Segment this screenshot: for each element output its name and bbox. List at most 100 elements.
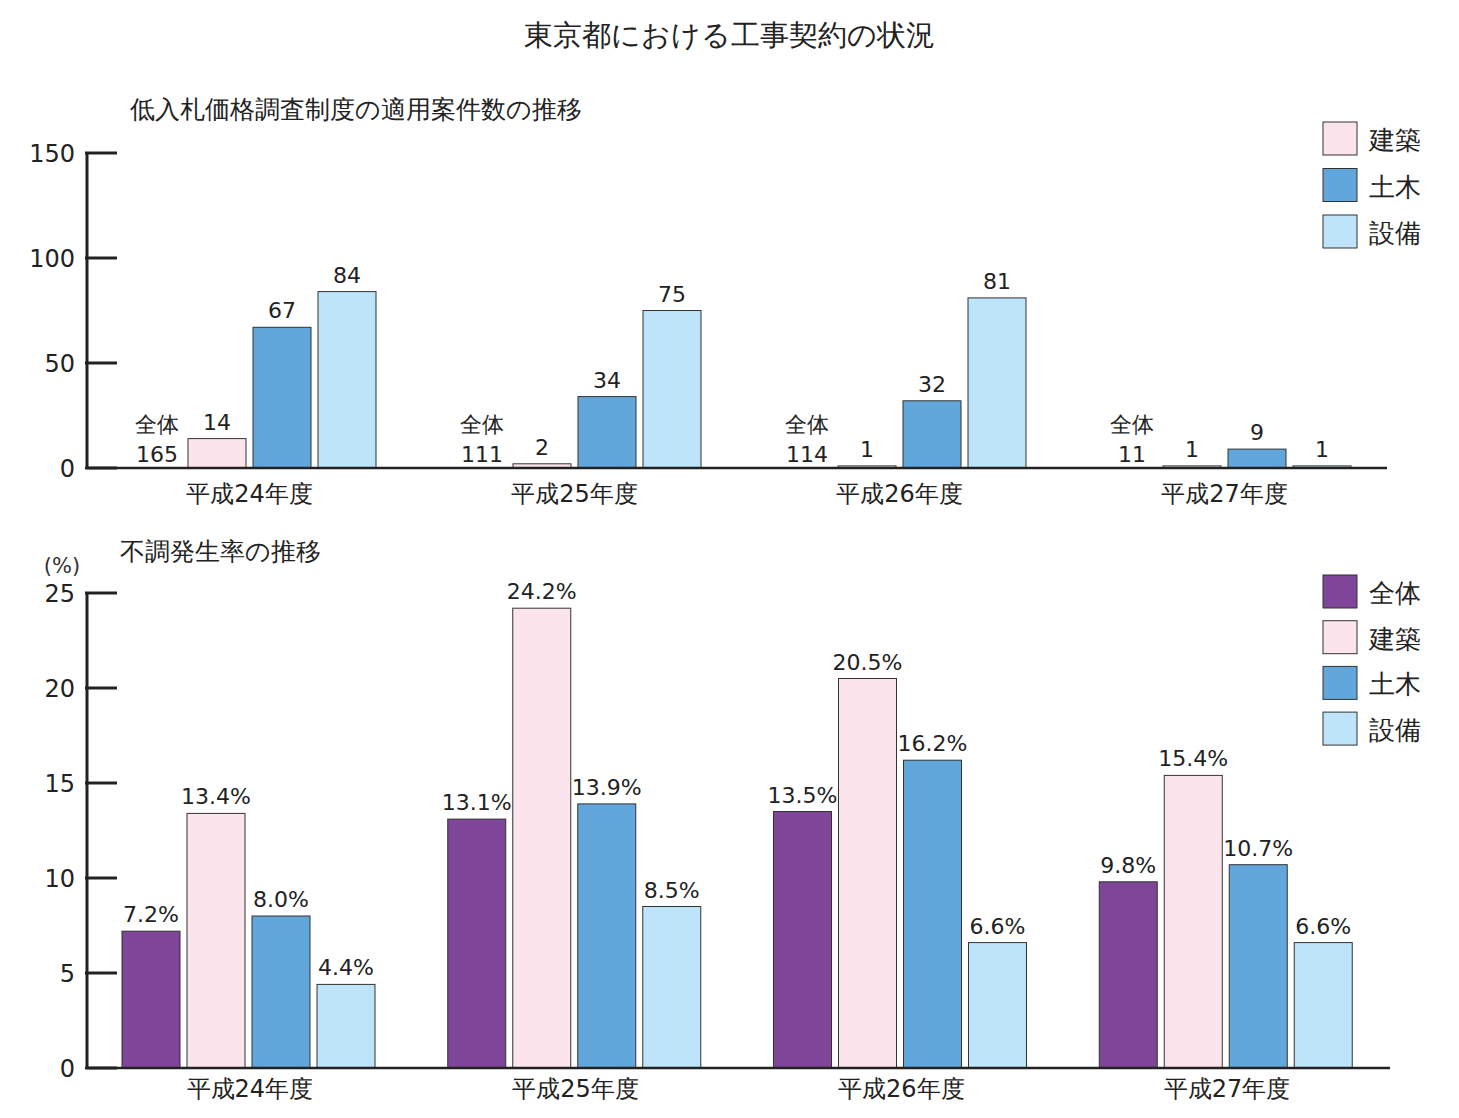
main-title: 東京都における工事契約の状況	[524, 18, 935, 52]
data-label: 10.7%	[1223, 836, 1293, 861]
data-label: 1	[1315, 437, 1329, 462]
bar	[774, 812, 832, 1069]
chart-title: 不調発生率の推移	[120, 537, 321, 566]
y-tick-label: 100	[29, 245, 75, 273]
y-tick	[85, 152, 117, 155]
legend-label: 土木	[1369, 669, 1421, 699]
data-label: 9.8%	[1100, 853, 1156, 878]
legend-label: 全体	[1369, 578, 1421, 608]
x-tick-label: 平成24年度	[186, 480, 313, 508]
legend: 全体建築土木設備	[1323, 575, 1421, 745]
data-label: 16.2%	[898, 731, 968, 756]
data-label: 67	[268, 298, 296, 323]
data-label: 15.4%	[1158, 746, 1228, 771]
y-axis-label: (%)	[44, 554, 80, 578]
data-label: 32	[918, 372, 946, 397]
y-tick-label: 0	[60, 455, 75, 483]
total-value: 165	[136, 442, 178, 467]
y-tick-label: 150	[29, 140, 75, 168]
data-label: 81	[983, 269, 1011, 294]
y-tick	[85, 972, 117, 975]
axes: 050100150平成24年度平成25年度平成26年度平成27年度	[29, 140, 1387, 508]
y-tick	[85, 467, 117, 470]
data-label: 1	[1185, 437, 1199, 462]
data-label: 1	[860, 437, 874, 462]
data-label: 34	[593, 368, 621, 393]
x-tick-label: 平成26年度	[838, 1075, 965, 1103]
x-axis-line	[87, 1067, 1390, 1070]
legend-label: 設備	[1369, 715, 1421, 745]
chart-title: 低入札価格調査制度の適用案件数の推移	[130, 95, 582, 124]
y-tick	[85, 362, 117, 365]
total-label: 全体	[460, 412, 504, 437]
total-label: 全体	[785, 412, 829, 437]
data-labels: 1421167343298475811全体165全体111全体114全体11	[135, 263, 1329, 467]
data-label: 13.9%	[572, 775, 642, 800]
y-tick-label: 0	[60, 1055, 75, 1083]
x-tick-label: 平成24年度	[187, 1075, 314, 1103]
data-label: 13.1%	[442, 790, 512, 815]
y-tick	[85, 592, 117, 595]
data-label: 13.5%	[768, 783, 838, 808]
data-label: 8.0%	[253, 887, 309, 912]
legend: 建築土木設備	[1323, 122, 1421, 248]
legend-swatch	[1323, 666, 1357, 699]
bar	[904, 760, 962, 1068]
data-label: 24.2%	[507, 579, 577, 604]
total-label: 全体	[135, 412, 179, 437]
data-label: 7.2%	[123, 902, 179, 927]
legend-label: 土木	[1369, 172, 1421, 202]
data-label: 14	[203, 410, 231, 435]
data-label: 6.6%	[1295, 914, 1351, 939]
data-label: 6.6%	[970, 914, 1026, 939]
axes: 0510152025平成24年度平成25年度平成26年度平成27年度	[44, 580, 1390, 1103]
legend-swatch	[1323, 169, 1357, 202]
legend-swatch	[1323, 621, 1357, 654]
total-value: 114	[786, 442, 828, 467]
legend-label: 建築	[1368, 624, 1421, 654]
bar	[1294, 943, 1352, 1068]
bar	[968, 298, 1026, 468]
page: 東京都における工事契約の状況低入札価格調査制度の適用案件数の推移14211673…	[0, 0, 1459, 1118]
bar	[252, 916, 310, 1068]
data-label: 20.5%	[833, 650, 903, 675]
bar	[643, 311, 701, 469]
data-label: 13.4%	[181, 784, 251, 809]
data-label: 75	[658, 282, 686, 307]
bar	[188, 439, 246, 468]
bar	[578, 804, 636, 1068]
bar	[122, 931, 180, 1068]
bar	[1229, 865, 1287, 1068]
y-axis-line	[86, 593, 89, 1068]
x-tick-label: 平成27年度	[1161, 480, 1288, 508]
bar	[903, 401, 961, 468]
legend-swatch	[1323, 215, 1357, 248]
y-tick-label: 50	[44, 350, 75, 378]
y-tick	[85, 687, 117, 690]
bar	[1099, 882, 1157, 1068]
y-tick-label: 15	[44, 770, 75, 798]
bar	[513, 608, 571, 1068]
y-tick-label: 25	[44, 580, 75, 608]
y-tick-label: 5	[60, 960, 75, 988]
bars	[122, 608, 1352, 1068]
y-axis-line	[86, 153, 89, 468]
bar	[318, 292, 376, 468]
legend-swatch	[1323, 712, 1357, 745]
bar	[578, 397, 636, 468]
data-label: 8.5%	[644, 878, 700, 903]
data-labels: 7.2% 13.1% 13.5% 9.8% 13.4% 24.2% 20.5% 15.4% 8.…	[123, 579, 1351, 980]
y-tick	[85, 782, 117, 785]
bar	[187, 813, 245, 1068]
legend-label: 設備	[1369, 218, 1421, 248]
x-tick-label: 平成27年度	[1164, 1075, 1291, 1103]
bar	[1228, 449, 1286, 468]
chart: 不調発生率の推移 (%) 7.2% 13.1% 13.5% 9.8% 13.4% 24.2% 2…	[44, 537, 1421, 1103]
y-tick-label: 20	[44, 675, 75, 703]
total-value: 11	[1118, 442, 1146, 467]
y-tick	[85, 1067, 117, 1070]
x-axis-line	[87, 467, 1387, 470]
x-tick-label: 平成25年度	[511, 480, 638, 508]
total-label: 全体	[1110, 412, 1154, 437]
bar	[839, 679, 897, 1069]
